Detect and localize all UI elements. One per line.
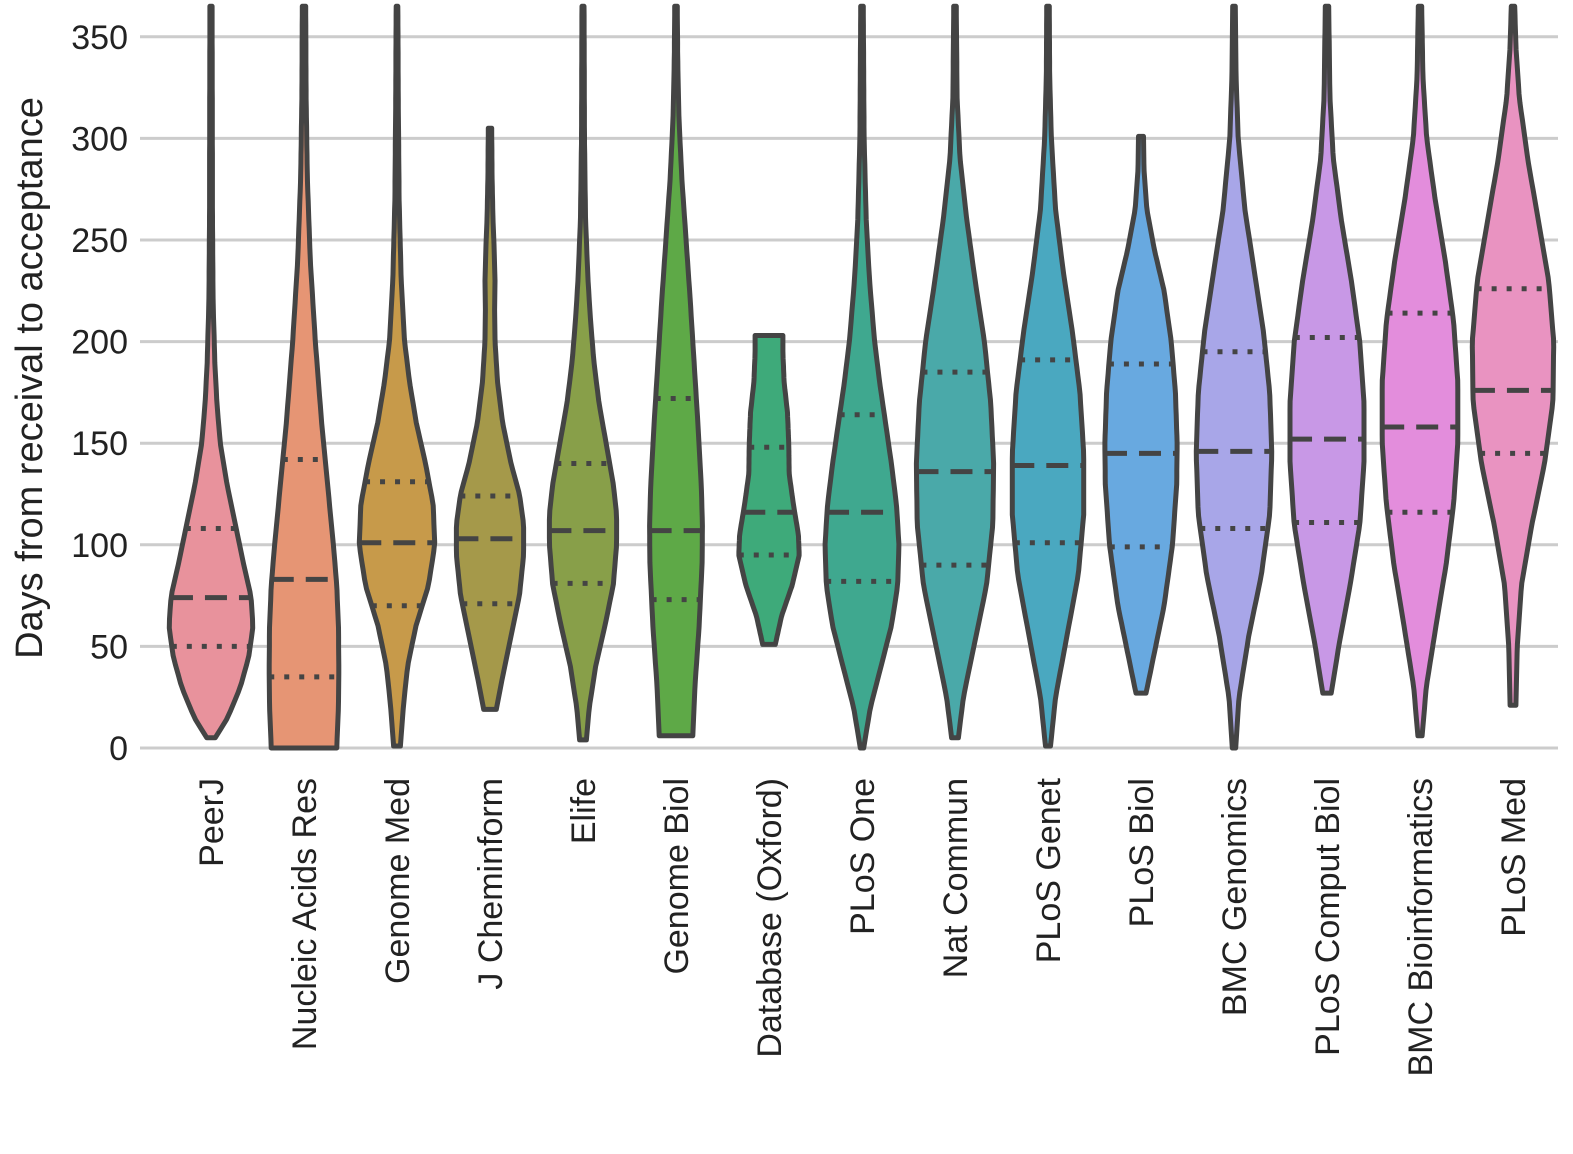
- y-axis-title: Days from receival to acceptance: [9, 97, 51, 659]
- violin-plos-one: [822, 3, 902, 751]
- y-tick-label-150: 150: [71, 425, 128, 463]
- violin-group-nat-commun: [913, 3, 997, 741]
- violin-bmc-bioinformatics: [1379, 3, 1461, 739]
- violin-genome-med: [356, 3, 438, 749]
- violin-plos-biol: [1102, 133, 1180, 696]
- violin-group-plos-med: [1469, 3, 1557, 708]
- y-tick-label-200: 200: [71, 324, 128, 362]
- y-tick-labels: 0 50 100 150 200 250 300 350: [71, 19, 128, 768]
- y-tick-label-300: 300: [71, 120, 128, 158]
- x-tick-label-plos-comput-biol: PLoS Comput Biol: [1309, 778, 1347, 1056]
- violin-genome-biol: [647, 3, 705, 739]
- x-tick-label-database-oxford: Database (Oxford): [751, 778, 789, 1058]
- y-tick-label-100: 100: [71, 527, 128, 565]
- x-tick-label-plos-biol: PLoS Biol: [1123, 778, 1161, 927]
- x-tick-labels: PeerJ Nucleic Acids Res Genome Med J Chemin…: [193, 777, 1533, 1076]
- x-tick-label-genome-med: Genome Med: [379, 778, 417, 984]
- violin-group-plos-comput-biol: [1287, 3, 1367, 696]
- violin-group-peerj: [166, 3, 256, 741]
- violin-group-nucleic-acids-res: [266, 3, 342, 751]
- violin-plos-comput-biol: [1287, 3, 1367, 696]
- violin-group-database-oxford: [736, 333, 802, 647]
- violin-plos-genet: [1009, 3, 1087, 749]
- violin-layer: [166, 3, 1557, 751]
- violin-group-plos-one: [822, 3, 902, 751]
- x-tick-label-bmc-genomics: BMC Genomics: [1216, 778, 1254, 1016]
- y-tick-label-350: 350: [71, 19, 128, 57]
- x-tick-label-plos-med: PLoS Med: [1495, 778, 1533, 937]
- violin-group-bmc-genomics: [1193, 3, 1275, 751]
- x-tick-label-elife: Elife: [565, 778, 603, 844]
- y-tick-label-50: 50: [90, 628, 128, 666]
- violin-group-genome-biol: [647, 3, 705, 739]
- violin-group-genome-med: [356, 3, 438, 749]
- x-tick-label-genome-biol: Genome Biol: [658, 778, 696, 975]
- x-tick-label-nucleic-acids-res: Nucleic Acids Res: [286, 778, 324, 1050]
- violin-peerj: [166, 3, 256, 741]
- x-tick-label-bmc-bioinformatics: BMC Bioinformatics: [1402, 778, 1440, 1077]
- violin-bmc-genomics: [1193, 3, 1275, 751]
- x-tick-label-nat-commun: Nat Commun: [937, 778, 975, 978]
- x-tick-label-j-cheminform: J Cheminform: [472, 778, 510, 990]
- violin-plos-med: [1469, 3, 1557, 708]
- violin-group-bmc-bioinformatics: [1379, 3, 1461, 739]
- x-tick-label-peerj: PeerJ: [193, 778, 231, 867]
- y-tick-label-250: 250: [71, 222, 128, 260]
- y-tick-label-0: 0: [109, 730, 128, 768]
- violin-database-oxford: [736, 333, 802, 647]
- violin-group-plos-genet: [1009, 3, 1087, 749]
- violin-nucleic-acids-res: [266, 3, 342, 751]
- violin-group-elife: [546, 3, 620, 743]
- violin-j-cheminform: [453, 125, 527, 712]
- x-tick-label-plos-genet: PLoS Genet: [1030, 777, 1068, 963]
- violin-group-j-cheminform: [453, 125, 527, 712]
- x-tick-label-plos-one: PLoS One: [844, 778, 882, 935]
- violin-elife: [546, 3, 620, 743]
- violin-group-plos-biol: [1102, 133, 1180, 696]
